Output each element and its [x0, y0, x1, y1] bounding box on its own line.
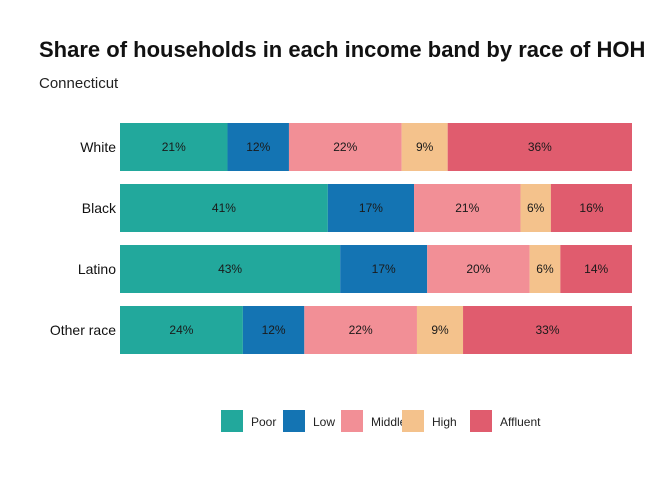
bars-group: White 21% 12% 22% 9% 36% Black 41% 17% 21% 6% 16% La… — [50, 123, 632, 354]
data-label: 43% — [218, 262, 242, 276]
data-label: 41% — [212, 201, 236, 215]
data-label: 36% — [528, 140, 552, 154]
bar-segment — [401, 123, 448, 171]
legend-label: Poor — [251, 415, 276, 429]
legend-swatch — [341, 410, 363, 432]
legend-swatch — [283, 410, 305, 432]
category-label: White — [80, 139, 116, 155]
data-label: 24% — [169, 323, 193, 337]
data-label: 17% — [372, 262, 396, 276]
bar-segment — [304, 306, 417, 354]
data-label: 9% — [431, 323, 449, 337]
data-label: 33% — [536, 323, 560, 337]
legend-label: Affluent — [500, 415, 541, 429]
bar-segment — [288, 123, 402, 171]
legend-swatch — [221, 410, 243, 432]
chart-title: Share of households in each income band … — [39, 37, 645, 62]
bar-segment — [560, 245, 632, 293]
bar-segment — [340, 245, 428, 293]
bar-segment — [227, 123, 289, 171]
data-label: 17% — [359, 201, 383, 215]
bar-segment — [327, 184, 415, 232]
bar-segment — [242, 306, 305, 354]
data-label: 6% — [536, 262, 554, 276]
data-label: 6% — [527, 201, 545, 215]
bar-segment — [120, 306, 243, 354]
data-label: 21% — [162, 140, 186, 154]
bar-segment — [529, 245, 561, 293]
legend-label: High — [432, 415, 457, 429]
data-label: 22% — [349, 323, 373, 337]
category-label: Latino — [78, 261, 116, 277]
category-label: Other race — [50, 322, 116, 338]
bar-segment — [120, 245, 341, 293]
bar-segment — [427, 245, 530, 293]
bar-segment — [447, 123, 632, 171]
data-label: 12% — [246, 140, 270, 154]
chart-subtitle: Connecticut — [39, 75, 119, 92]
data-label: 21% — [455, 201, 479, 215]
bar-segment — [550, 184, 632, 232]
legend-swatch — [402, 410, 424, 432]
bar-segment — [463, 306, 632, 354]
legend-swatch — [470, 410, 492, 432]
data-label: 22% — [333, 140, 357, 154]
data-label: 14% — [584, 262, 608, 276]
bar-segment — [120, 184, 328, 232]
bar-segment — [414, 184, 521, 232]
bar-segment — [520, 184, 551, 232]
legend: Poor Low Middle High Affluent — [221, 410, 541, 432]
data-label: 16% — [579, 201, 603, 215]
bar-segment — [416, 306, 464, 354]
legend-label: Low — [313, 415, 335, 429]
bar-segment — [120, 123, 228, 171]
category-label: Black — [82, 200, 117, 216]
data-label: 20% — [466, 262, 490, 276]
legend-label: Middle — [371, 415, 407, 429]
data-label: 12% — [262, 323, 286, 337]
data-label: 9% — [416, 140, 434, 154]
